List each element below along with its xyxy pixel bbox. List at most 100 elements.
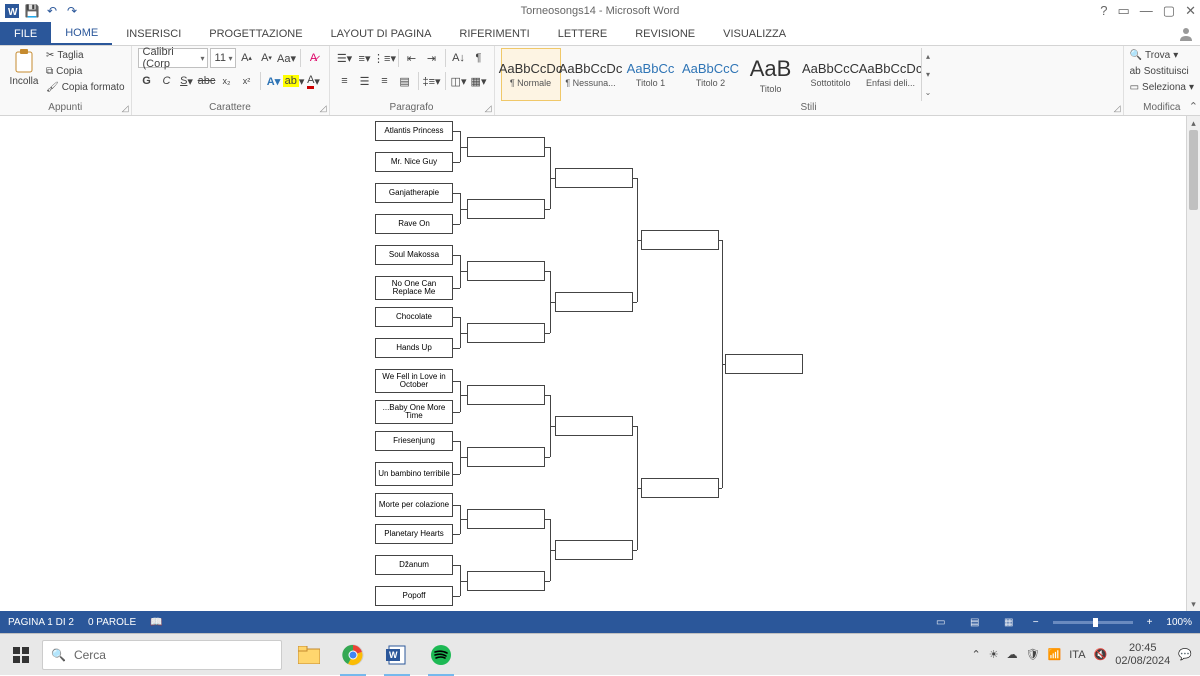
increase-indent-button[interactable]: ⇥ xyxy=(423,48,441,68)
styles-label: Stili xyxy=(501,101,1117,115)
change-case-button[interactable]: Aa▾ xyxy=(278,48,296,68)
redo-icon[interactable]: ↷ xyxy=(64,3,80,19)
taskbar-search[interactable]: 🔍Cerca xyxy=(42,640,282,670)
style-titolo[interactable]: AaBTitolo xyxy=(741,48,801,101)
text-effects-button[interactable]: A▾ xyxy=(265,71,283,91)
zoom-in-button[interactable]: + xyxy=(1147,617,1153,628)
bold-button[interactable]: G xyxy=(138,71,156,91)
read-mode-icon[interactable]: ▭ xyxy=(931,614,951,630)
copy-button[interactable]: ⧉Copia xyxy=(46,64,125,79)
proofing-icon[interactable]: 📖 xyxy=(150,617,162,628)
scroll-up-icon[interactable]: ▴ xyxy=(1187,116,1200,130)
security-icon[interactable]: 🛡 xyxy=(1026,648,1040,661)
style-enfasi-deli-[interactable]: AaBbCcDcEnfasi deli... xyxy=(861,48,921,101)
bracket-box xyxy=(467,385,545,405)
show-hide-button[interactable]: ¶ xyxy=(470,48,488,68)
style--nessuna-[interactable]: AaBbCcDc¶ Nessuna... xyxy=(561,48,621,101)
scroll-thumb[interactable] xyxy=(1189,130,1198,210)
file-explorer-icon[interactable] xyxy=(288,634,330,676)
user-account-icon[interactable] xyxy=(1172,22,1200,45)
help-icon[interactable]: ? xyxy=(1100,3,1107,19)
align-left-button[interactable]: ≡ xyxy=(336,71,354,91)
font-size-combo[interactable]: 11 xyxy=(210,48,236,68)
sort-button[interactable]: A↓ xyxy=(450,48,468,68)
weather-icon[interactable]: ☀ xyxy=(989,648,999,661)
language-icon[interactable]: ITA xyxy=(1069,649,1085,661)
multilevel-button[interactable]: ⋮≡▾ xyxy=(376,48,394,68)
paragraph-launcher-icon[interactable]: ◿ xyxy=(485,103,492,114)
align-center-button[interactable]: ☰ xyxy=(356,71,374,91)
wifi-icon[interactable]: 📶 xyxy=(1048,648,1062,661)
styles-launcher-icon[interactable]: ◿ xyxy=(1114,103,1121,114)
highlight-button[interactable]: ab▾ xyxy=(285,71,303,91)
numbering-button[interactable]: ≡▾ xyxy=(356,48,374,68)
style-titolo-2[interactable]: AaBbCcCTitolo 2 xyxy=(681,48,741,101)
document-area[interactable]: Atlantis PrincessMr. Nice GuyGanjatherap… xyxy=(0,116,1200,611)
web-layout-icon[interactable]: ▦ xyxy=(999,614,1019,630)
zoom-slider[interactable] xyxy=(1053,621,1133,624)
tab-review[interactable]: REVISIONE xyxy=(621,22,709,45)
zoom-level[interactable]: 100% xyxy=(1166,617,1192,628)
style-titolo-1[interactable]: AaBbCcTitolo 1 xyxy=(621,48,681,101)
replace-button[interactable]: abSostituisci xyxy=(1130,64,1194,79)
page-indicator[interactable]: PAGINA 1 DI 2 xyxy=(8,617,74,628)
vertical-scrollbar[interactable]: ▴ ▾ xyxy=(1186,116,1200,611)
font-name-combo[interactable]: Calibri (Corp xyxy=(138,48,208,68)
strikethrough-button[interactable]: abc xyxy=(198,71,216,91)
underline-button[interactable]: S▾ xyxy=(178,71,196,91)
bullets-button[interactable]: ☰▾ xyxy=(336,48,354,68)
justify-button[interactable]: ▤ xyxy=(396,71,414,91)
borders-button[interactable]: ▦▾ xyxy=(470,71,488,91)
ribbon-options-icon[interactable]: ▭ xyxy=(1118,3,1130,19)
spotify-icon[interactable] xyxy=(420,634,462,676)
shrink-font-button[interactable]: A▾ xyxy=(258,48,276,68)
subscript-button[interactable]: x₂ xyxy=(218,71,236,91)
zoom-out-button[interactable]: − xyxy=(1033,617,1039,628)
tray-chevron-icon[interactable]: ⌃ xyxy=(971,648,980,661)
maximize-icon[interactable]: ▢ xyxy=(1163,3,1175,19)
format-painter-button[interactable]: 🖌Copia formato xyxy=(46,80,125,95)
cut-button[interactable]: ✂Taglia xyxy=(46,48,125,63)
tab-layout[interactable]: LAYOUT DI PAGINA xyxy=(317,22,446,45)
grow-font-button[interactable]: A▴ xyxy=(238,48,256,68)
save-icon[interactable]: 💾 xyxy=(24,3,40,19)
chrome-icon[interactable] xyxy=(332,634,374,676)
find-button[interactable]: 🔍Trova ▾ xyxy=(1130,48,1194,63)
decrease-indent-button[interactable]: ⇤ xyxy=(403,48,421,68)
shading-button[interactable]: ◫▾ xyxy=(450,71,468,91)
tab-mailings[interactable]: LETTERE xyxy=(544,22,622,45)
tab-file[interactable]: FILE xyxy=(0,22,51,45)
line-spacing-button[interactable]: ‡≡▾ xyxy=(423,71,441,91)
word-count[interactable]: 0 PAROLE xyxy=(88,617,136,628)
collapse-ribbon-icon[interactable]: ⌃ xyxy=(1189,100,1198,113)
bracket-box: Planetary Hearts xyxy=(375,524,453,544)
start-button[interactable] xyxy=(0,634,42,676)
style-sottotitolo[interactable]: AaBbCcCSottotitolo xyxy=(801,48,861,101)
scroll-down-icon[interactable]: ▾ xyxy=(1187,597,1200,611)
tab-view[interactable]: VISUALIZZA xyxy=(709,22,800,45)
styles-more-button[interactable]: ▴▾⌄ xyxy=(921,48,935,101)
align-right-button[interactable]: ≡ xyxy=(376,71,394,91)
clipboard-launcher-icon[interactable]: ◿ xyxy=(122,103,129,114)
clear-formatting-button[interactable]: A̷ xyxy=(305,48,323,68)
italic-button[interactable]: C xyxy=(158,71,176,91)
paste-button[interactable]: Incolla xyxy=(6,48,42,87)
tab-design[interactable]: PROGETTAZIONE xyxy=(195,22,316,45)
undo-icon[interactable]: ↶ xyxy=(44,3,60,19)
tab-references[interactable]: RIFERIMENTI xyxy=(445,22,543,45)
close-icon[interactable]: ✕ xyxy=(1185,3,1196,19)
tab-insert[interactable]: INSERISCI xyxy=(112,22,195,45)
font-color-button[interactable]: A▾ xyxy=(305,71,323,91)
minimize-icon[interactable]: — xyxy=(1140,3,1153,19)
print-layout-icon[interactable]: ▤ xyxy=(965,614,985,630)
word-taskbar-icon[interactable]: W xyxy=(376,634,418,676)
clock[interactable]: 20:4502/08/2024 xyxy=(1115,642,1170,666)
volume-icon[interactable]: 🔇 xyxy=(1094,648,1108,661)
font-launcher-icon[interactable]: ◿ xyxy=(320,103,327,114)
onedrive-icon[interactable]: ☁ xyxy=(1007,648,1018,661)
select-button[interactable]: ▭Seleziona ▾ xyxy=(1130,80,1194,95)
superscript-button[interactable]: x² xyxy=(238,71,256,91)
notifications-icon[interactable]: 💬 xyxy=(1178,648,1192,661)
style--normale[interactable]: AaBbCcDc¶ Normale xyxy=(501,48,561,101)
tab-home[interactable]: HOME xyxy=(51,22,112,45)
